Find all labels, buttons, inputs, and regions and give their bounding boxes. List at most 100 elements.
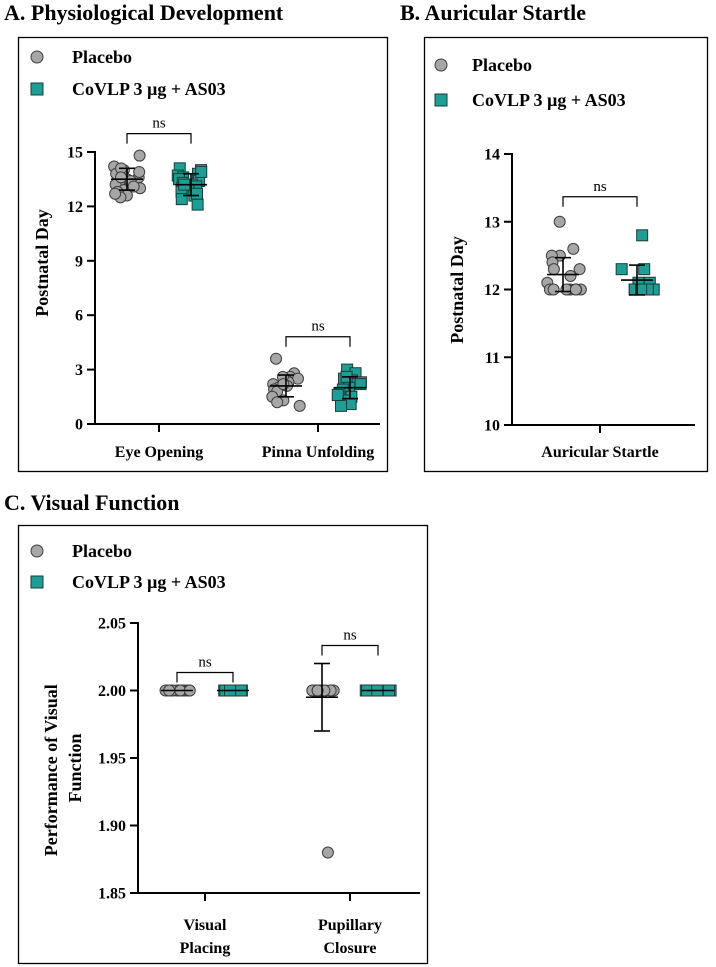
data-point-placebo: [117, 184, 130, 197]
data-point-placebo: [163, 684, 176, 697]
data-point-placebo: [177, 684, 190, 697]
data-point-placebo: [312, 684, 325, 697]
data-point-vaccine: [371, 684, 384, 697]
data-point-placebo: [267, 378, 280, 391]
legend-b: Placebo CoVLP 3 µg + AS03: [434, 55, 626, 110]
x-category-label: Auricular Startle: [541, 444, 658, 461]
x-category-label: Eye Opening: [115, 444, 203, 461]
data-point-vaccine: [370, 684, 383, 697]
data-point-vaccine: [176, 182, 189, 195]
legend-vaccine-label: CoVLP 3 µg + AS03: [472, 90, 626, 110]
y-tick-label: 13: [484, 214, 500, 231]
data-point-placebo: [319, 684, 332, 697]
data-point-placebo: [543, 283, 556, 296]
data-point-placebo: [272, 381, 285, 394]
data-point-vaccine: [345, 390, 358, 403]
legend-vaccine-marker: [434, 93, 448, 107]
y-axis-title-b: Postnatal Day: [447, 236, 467, 344]
data-point-vaccine: [349, 367, 362, 380]
data-point-vaccine: [188, 189, 201, 202]
data-point-vaccine: [340, 370, 353, 383]
data-point-placebo: [282, 376, 295, 389]
legend-placebo-label: Placebo: [472, 55, 532, 75]
data-point-placebo: [293, 399, 306, 412]
data-point-vaccine: [641, 283, 654, 296]
data-point-placebo: [268, 383, 281, 396]
panel-c-title: C. Visual Function: [4, 490, 180, 515]
significance-label: ns: [593, 179, 607, 195]
data-point-placebo: [324, 684, 337, 697]
data-point-vaccine: [628, 283, 641, 296]
data-point-placebo: [560, 283, 573, 296]
data-point-vaccine: [175, 193, 188, 206]
data-point-placebo: [547, 283, 560, 296]
panel-a-frame: [17, 36, 389, 473]
data-point-placebo: [314, 684, 327, 697]
data-point-placebo: [121, 173, 134, 186]
data-point-vaccine: [235, 684, 248, 697]
legend-placebo-marker: [30, 544, 44, 558]
significance-bracket: [285, 336, 351, 347]
y-tick-label: 12: [484, 282, 500, 299]
legend-placebo-label: Placebo: [72, 47, 132, 67]
data-point-vaccine: [359, 684, 372, 697]
legend-placebo-label: Placebo: [72, 541, 132, 561]
data-point-placebo: [132, 171, 145, 184]
panel-b-frame: [423, 36, 709, 473]
data-point-placebo: [546, 256, 559, 269]
data-point-placebo: [280, 374, 293, 387]
significance-bracket: [176, 671, 234, 683]
significance-bracket: [562, 196, 638, 207]
y-axis-title-c-line-1: Performance of Visual: [41, 684, 61, 856]
data-point-placebo: [120, 189, 133, 202]
data-point-vaccine: [628, 283, 641, 296]
data-point-vaccine: [175, 185, 188, 198]
data-point-placebo: [569, 283, 582, 296]
legend-vaccine-marker: [30, 82, 44, 96]
data-point-vaccine: [615, 263, 628, 276]
y-tick-label: 0: [75, 417, 83, 434]
data-point-vaccine: [194, 164, 207, 177]
data-point-vaccine: [344, 398, 357, 411]
data-point-placebo: [271, 396, 284, 409]
significance-label: ns: [311, 319, 325, 335]
data-point-placebo: [567, 242, 580, 255]
legend-placebo-marker: [30, 50, 44, 64]
data-point-placebo: [553, 249, 566, 262]
data-point-vaccine: [335, 399, 348, 412]
data-point-placebo: [306, 684, 319, 697]
y-axis-title-a: Postnatal Day: [32, 209, 52, 317]
data-point-vaccine: [228, 684, 241, 697]
data-point-placebo: [133, 165, 146, 178]
data-point-placebo: [315, 684, 328, 697]
data-point-placebo: [321, 846, 334, 859]
data-point-vaccine: [230, 684, 243, 697]
data-point-placebo: [318, 684, 331, 697]
data-point-placebo: [308, 684, 321, 697]
data-point-placebo: [541, 276, 554, 289]
data-point-vaccine: [224, 684, 237, 697]
significance-label: ns: [152, 116, 166, 132]
data-point-placebo: [108, 160, 121, 173]
y-tick-label: 11: [485, 350, 500, 367]
data-point-placebo: [134, 182, 147, 195]
data-point-placebo: [110, 167, 123, 180]
y-tick-label: 1.85: [98, 886, 126, 903]
data-point-placebo: [183, 684, 196, 697]
legend-a: Placebo CoVLP 3 µg + AS03: [30, 47, 226, 99]
data-point-placebo: [288, 367, 301, 380]
y-tick-label: 14: [484, 147, 500, 164]
data-point-placebo: [276, 370, 289, 383]
data-point-placebo: [547, 263, 560, 276]
data-point-vaccine: [341, 363, 354, 376]
data-point-vaccine: [190, 187, 203, 200]
data-point-vaccine: [173, 162, 186, 175]
y-tick-label: 1.95: [98, 751, 126, 768]
data-point-placebo: [284, 370, 297, 383]
y-tick-label: 10: [484, 418, 500, 435]
legend-vaccine-label: CoVLP 3 µg + AS03: [72, 79, 226, 99]
data-point-placebo: [306, 684, 319, 697]
data-point-vaccine: [354, 378, 367, 391]
x-category-label: Closure: [323, 940, 376, 957]
